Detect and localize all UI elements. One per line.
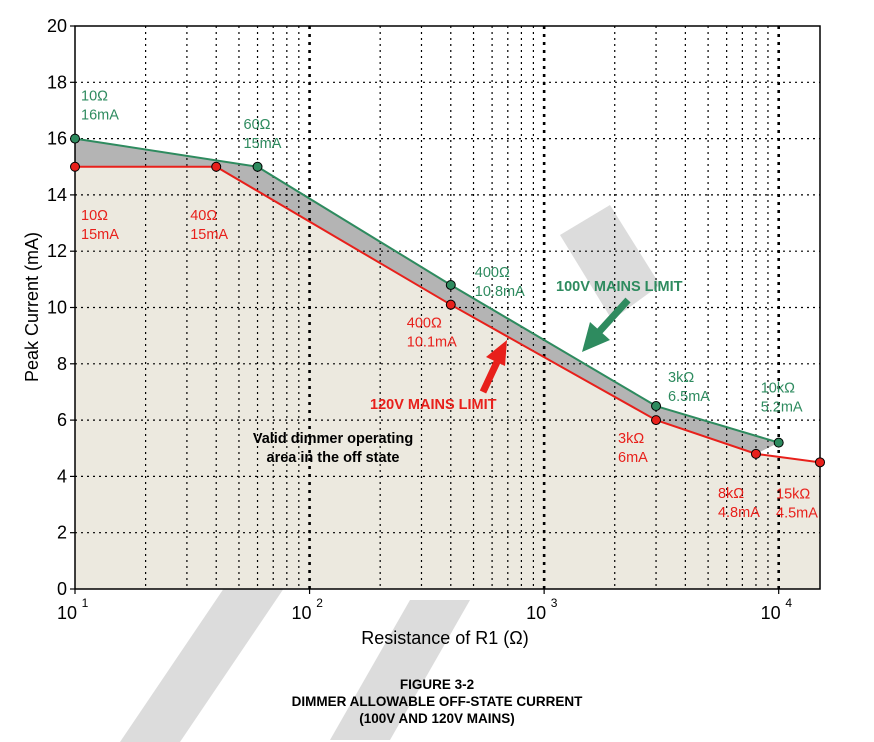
arrow-100v	[582, 297, 631, 352]
y-tick-label: 2	[57, 523, 67, 543]
y-tick-label: 18	[47, 72, 67, 92]
label-100v-value-r: 10kΩ	[761, 381, 795, 397]
label-100v-value-i: 10.8mA	[475, 284, 525, 300]
label-100v-value-i: 6.5mA	[668, 389, 710, 405]
label-100v-value-i: 16mA	[81, 108, 119, 124]
label-120v-value-r: 8kΩ	[718, 486, 744, 502]
x-tick-label: 10	[526, 603, 546, 623]
x-tick-exponent: 4	[785, 596, 792, 610]
point-120v	[815, 457, 825, 468]
point-100v	[70, 133, 80, 144]
x-axis-label: Resistance of R1 (Ω)	[361, 628, 529, 648]
x-tick-label: 10	[292, 603, 312, 623]
point-labels: 10Ω 16mA 60Ω 15mA 400Ω 10.8mA 3kΩ 6.5mA 10kΩ 5.2m…	[81, 89, 818, 522]
y-tick-label: 4	[57, 466, 67, 486]
arrow-120v	[479, 340, 507, 394]
label-120v-value-r: 40Ω	[190, 208, 217, 224]
point-120v	[651, 415, 662, 426]
point-100v	[445, 279, 456, 290]
x-tick-exponent: 3	[551, 596, 558, 610]
grid	[75, 26, 820, 589]
label-100v-value-i: 15mA	[244, 136, 282, 152]
label-100v-limit: 100V MAINS LIMIT	[556, 279, 683, 295]
data-points	[70, 133, 825, 468]
y-tick-label: 0	[57, 579, 67, 599]
y-tick-label: 6	[57, 410, 67, 430]
y-tick-label: 20	[47, 16, 67, 36]
label-100v-value-i: 5.2mA	[761, 400, 803, 416]
point-100v	[651, 401, 662, 412]
y-tick-label: 8	[57, 354, 67, 374]
caption-line-1: FIGURE 3-2	[399, 677, 475, 692]
x-tick-label: 10	[761, 603, 781, 623]
point-100v	[252, 161, 263, 172]
series-120v-line	[75, 165, 821, 464]
label-120v-value-r: 10Ω	[81, 208, 108, 224]
caption-line-3: (100V AND 120V MAINS)	[359, 711, 515, 726]
point-120v	[211, 161, 222, 172]
label-100v-value-r: 3kΩ	[668, 370, 694, 386]
valid-operating-area	[75, 166, 820, 589]
label-120v-value-i: 4.5mA	[776, 505, 818, 521]
figure-caption: FIGURE 3-2 DIMMER ALLOWABLE OFF-STATE CU…	[0, 676, 874, 727]
x-tick-label: 10	[57, 603, 77, 623]
x-axis-ticks: 10 1 10 2 10 3 10 4	[57, 589, 792, 623]
y-axis-ticks: 0 2 4 6 8 10 12 14 16 18 20	[47, 16, 75, 599]
x-tick-exponent: 1	[82, 596, 89, 610]
caption-line-2: DIMMER ALLOWABLE OFF-STATE CURRENT	[291, 694, 583, 709]
label-100v-value-r: 60Ω	[244, 117, 271, 133]
y-tick-label: 14	[47, 185, 67, 205]
y-axis-label: Peak Current (mA)	[22, 232, 42, 382]
label-120v-value-i: 6mA	[618, 450, 648, 466]
label-120v-value-r: 15kΩ	[776, 486, 810, 502]
point-120v	[445, 299, 456, 310]
region-label-line1: Valid dimmer operating	[253, 431, 413, 447]
x-tick-exponent: 2	[316, 596, 323, 610]
label-120v-value-i: 4.8mA	[718, 505, 760, 521]
label-120v-value-i: 15mA	[81, 227, 119, 243]
region-label-line2: area in the off state	[267, 450, 400, 466]
y-tick-label: 16	[47, 129, 67, 149]
y-tick-label: 10	[47, 298, 67, 318]
label-120v-value-r: 400Ω	[407, 316, 442, 332]
point-120v	[750, 448, 761, 459]
point-100v	[773, 437, 784, 448]
y-tick-label: 12	[47, 241, 67, 261]
label-120v-value-i: 10.1mA	[407, 335, 457, 351]
label-100v-value-r: 10Ω	[81, 89, 108, 105]
point-120v	[70, 161, 80, 172]
label-120v-value-i: 15mA	[190, 227, 228, 243]
label-120v-value-r: 3kΩ	[618, 431, 644, 447]
label-100v-value-r: 400Ω	[475, 265, 510, 281]
label-120v-limit: 120V MAINS LIMIT	[370, 397, 497, 413]
